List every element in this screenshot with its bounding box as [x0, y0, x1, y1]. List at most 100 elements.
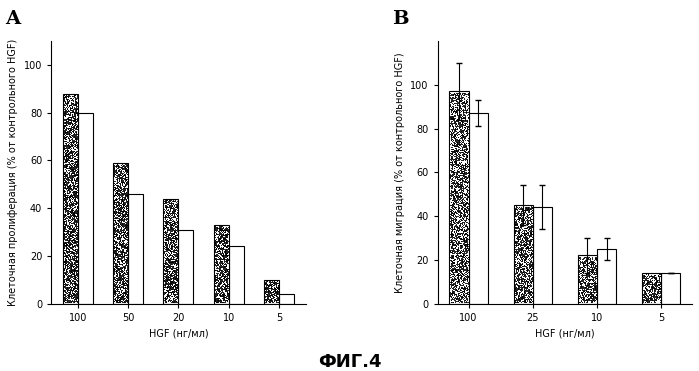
Point — [448, 147, 459, 153]
Point — [115, 174, 126, 180]
Point — [166, 286, 177, 292]
Point — [62, 265, 73, 270]
Point — [59, 272, 70, 278]
Point — [63, 157, 74, 163]
Point — [445, 128, 456, 134]
Point — [452, 252, 463, 257]
Point — [64, 277, 75, 283]
Point — [648, 290, 659, 296]
Point — [455, 242, 466, 247]
Point — [117, 201, 129, 207]
Point — [453, 177, 464, 183]
Point — [69, 261, 80, 267]
Point — [510, 239, 521, 245]
Point — [457, 165, 468, 171]
Point — [645, 292, 656, 298]
Point — [584, 272, 595, 278]
Point — [171, 285, 182, 290]
Point — [445, 124, 456, 129]
Point — [266, 279, 277, 285]
Point — [451, 284, 462, 290]
Point — [641, 281, 652, 287]
Point — [64, 144, 75, 150]
Point — [169, 243, 180, 249]
Point — [112, 175, 123, 181]
Point — [110, 279, 122, 285]
Point — [590, 292, 601, 298]
Point — [68, 113, 79, 119]
Point — [169, 198, 180, 204]
Point — [589, 279, 600, 285]
Point — [514, 286, 526, 292]
Point — [454, 105, 466, 111]
Point — [584, 273, 595, 279]
Point — [514, 208, 525, 214]
Point — [161, 292, 173, 298]
Point — [573, 295, 584, 301]
Point — [161, 262, 172, 267]
Point — [212, 288, 224, 294]
Point — [452, 277, 463, 283]
Point — [211, 259, 222, 265]
Point — [459, 263, 470, 269]
Point — [160, 259, 171, 265]
Point — [453, 173, 464, 179]
Point — [60, 104, 71, 110]
Point — [455, 134, 466, 140]
Point — [217, 285, 228, 290]
Point — [456, 162, 467, 168]
Point — [516, 286, 527, 292]
Point — [518, 259, 529, 265]
Point — [447, 116, 458, 122]
Point — [121, 242, 132, 247]
Point — [164, 286, 175, 292]
Point — [165, 226, 176, 232]
Point — [456, 180, 467, 186]
Text: B: B — [392, 10, 409, 28]
Point — [209, 276, 220, 282]
Point — [160, 233, 171, 239]
Point — [62, 211, 73, 217]
Point — [579, 297, 591, 303]
Point — [212, 279, 223, 285]
Point — [59, 179, 71, 185]
Point — [65, 293, 76, 299]
Point — [222, 269, 233, 275]
Point — [458, 285, 469, 290]
Point — [449, 288, 460, 293]
Point — [64, 144, 75, 150]
Point — [651, 283, 663, 289]
Point — [59, 152, 70, 158]
Point — [266, 281, 277, 287]
Point — [163, 297, 174, 303]
Point — [451, 269, 462, 275]
Point — [62, 236, 73, 242]
Point — [649, 296, 660, 302]
Point — [166, 221, 178, 227]
Point — [455, 100, 466, 106]
Point — [115, 230, 126, 236]
Point — [170, 289, 181, 295]
Point — [514, 271, 525, 277]
Point — [459, 205, 470, 211]
Point — [164, 237, 175, 243]
Point — [462, 141, 473, 147]
Point — [519, 256, 531, 262]
Point — [524, 299, 535, 305]
Point — [163, 297, 174, 303]
Point — [168, 247, 180, 253]
Point — [526, 254, 538, 260]
Point — [585, 293, 596, 299]
Point — [171, 272, 182, 278]
Point — [521, 211, 533, 217]
Point — [62, 151, 73, 157]
Point — [64, 119, 75, 125]
Point — [61, 150, 72, 156]
Point — [217, 271, 229, 277]
Point — [59, 207, 70, 213]
Point — [512, 283, 524, 289]
Point — [64, 211, 75, 217]
Point — [461, 266, 473, 272]
Point — [66, 177, 77, 183]
Point — [266, 281, 277, 287]
